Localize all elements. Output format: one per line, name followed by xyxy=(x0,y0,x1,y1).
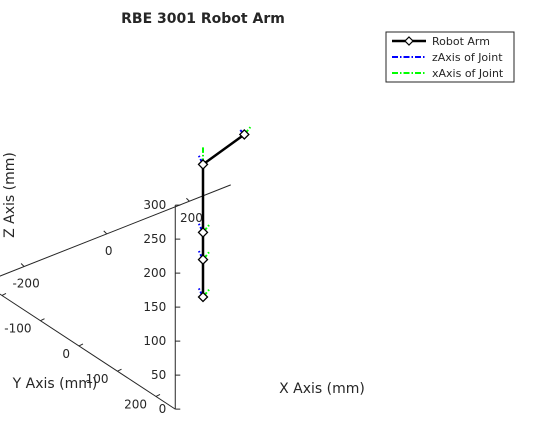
x-tick xyxy=(186,197,190,202)
y-tick-label: -100 xyxy=(4,322,31,336)
y-axis-line xyxy=(0,293,176,410)
y-tick xyxy=(117,368,122,372)
robot-arm-marker-2 xyxy=(197,226,209,238)
tick-labels: 050100150200250300-200-1000100200-200020… xyxy=(4,198,203,416)
robot-arm-marker-3 xyxy=(197,158,209,170)
z-axis-label: Z Axis (mm) xyxy=(2,152,18,238)
chart-title: RBE 3001 Robot Arm xyxy=(121,11,285,27)
y-tick xyxy=(40,318,45,322)
z-tick-label: 150 xyxy=(143,300,166,314)
x-axis-label: X Axis (mm) xyxy=(279,381,365,397)
y-tick xyxy=(1,293,7,296)
robot-arm-marker-0 xyxy=(197,291,209,303)
legend-label-2: xAxis of Joint xyxy=(432,67,504,80)
x-tick-label: 0 xyxy=(105,244,113,258)
x-axis-line xyxy=(0,184,231,277)
x-tick xyxy=(20,263,25,267)
z-tick-label: 100 xyxy=(143,334,166,348)
joint-frames xyxy=(197,125,253,298)
robot-arm-marker-1 xyxy=(197,254,209,266)
y-tick-label: 200 xyxy=(124,397,147,411)
legend: Robot Arm zAxis of Joint xAxis of Joint xyxy=(385,31,515,83)
robot-arm-series xyxy=(197,129,250,303)
z-tick-label: 300 xyxy=(143,198,166,212)
legend-marker-0 xyxy=(404,36,414,46)
robot-arm-marker-4 xyxy=(238,129,250,140)
z-tick-label: 200 xyxy=(143,266,166,280)
axes-box xyxy=(0,184,231,410)
x-tick-label: 200 xyxy=(180,211,203,225)
y-axis-label: Y Axis (mm) xyxy=(12,376,98,392)
legend-label-0: Robot Arm xyxy=(432,35,490,48)
robot-arm-line xyxy=(201,133,246,297)
z-tick-label: 0 xyxy=(159,402,167,416)
legend-label-1: zAxis of Joint xyxy=(432,51,503,64)
x-tick-label: -200 xyxy=(12,277,39,291)
y-tick xyxy=(155,394,161,397)
y-tick xyxy=(78,343,84,347)
z-tick-label: 250 xyxy=(143,232,166,246)
z-tick-label: 50 xyxy=(151,368,166,382)
x-tick xyxy=(103,230,108,235)
y-tick-label: 0 xyxy=(62,347,70,361)
y-tick-label: 100 xyxy=(86,372,109,386)
